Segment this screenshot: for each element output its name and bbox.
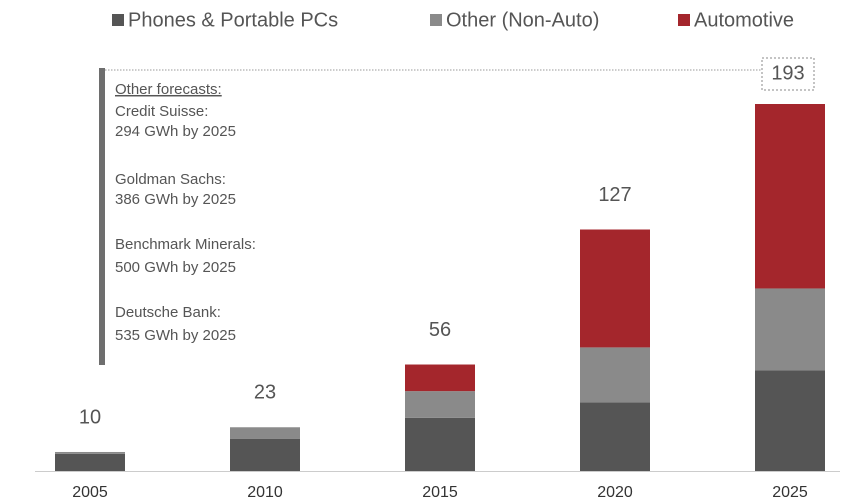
annotation-value: 294 GWh by 2025 [115,123,236,140]
legend-label: Phones & Portable PCs [128,9,338,31]
bar-segment [230,438,300,471]
total-label: 193 [771,62,804,84]
bar-segment [755,288,825,371]
legend-label: Other (Non-Auto) [446,9,599,31]
total-label: 10 [79,406,101,428]
annotation-value: 386 GWh by 2025 [115,191,236,208]
annotation-value: 535 GWh by 2025 [115,327,236,344]
total-label: 56 [429,319,451,341]
annotation-bar [99,68,105,365]
bar-segment [580,229,650,348]
bar-segment [55,451,125,454]
x-tick-label: 2025 [772,484,808,501]
annotation-value: 500 GWh by 2025 [115,259,236,276]
annotation-heading: Other forecasts: [115,81,222,98]
x-tick-label: 2005 [72,484,108,501]
bar-segment [755,370,825,471]
bar-segment [230,427,300,439]
legend-swatch [430,14,442,26]
annotation-name: Benchmark Minerals: [115,236,256,253]
annotation-name: Credit Suisse: [115,103,208,120]
bar-segment [405,364,475,392]
bar-segment [755,104,825,289]
x-tick-label: 2010 [247,484,283,501]
total-label: 127 [598,184,631,206]
total-label: 23 [254,382,276,404]
legend-swatch [678,14,690,26]
x-tick-label: 2020 [597,484,633,501]
bar-segment [405,417,475,471]
total-box [761,57,815,91]
x-tick-label: 2015 [422,484,458,501]
legend-swatch [112,14,124,26]
annotation-name: Deutsche Bank: [115,304,221,321]
bar-segment [580,402,650,471]
bar-segment [55,453,125,471]
bar-segment [580,347,650,403]
bar-segment [405,391,475,418]
legend-label: Automotive [694,9,794,31]
annotation-name: Goldman Sachs: [115,171,226,188]
